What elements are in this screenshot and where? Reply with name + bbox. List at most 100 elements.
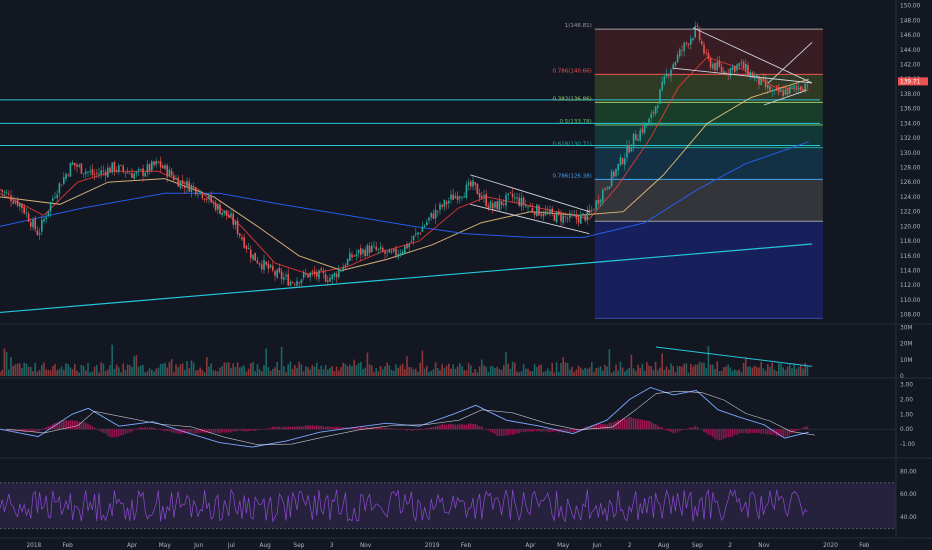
candle-body bbox=[536, 204, 538, 216]
candle-body bbox=[791, 86, 793, 88]
candle-body bbox=[329, 277, 331, 282]
candle-body bbox=[701, 41, 703, 45]
macd-histogram-bar bbox=[705, 429, 707, 433]
volume-bar bbox=[335, 366, 338, 376]
volume-bar bbox=[751, 367, 754, 376]
macd-histogram-bar bbox=[797, 429, 800, 431]
candle-body bbox=[21, 203, 23, 209]
macd-histogram-bar bbox=[410, 429, 413, 431]
volume-bar bbox=[791, 368, 793, 376]
candle-body bbox=[181, 180, 184, 185]
rsi-line bbox=[0, 488, 808, 523]
time-tick-label: 2019 bbox=[425, 543, 440, 549]
volume-bar bbox=[63, 370, 65, 376]
volume-bar bbox=[225, 362, 228, 376]
horizontal-lines[interactable] bbox=[0, 99, 820, 146]
volume-bar bbox=[681, 366, 683, 376]
volume-bar bbox=[531, 371, 534, 376]
volume-bar bbox=[329, 367, 331, 376]
macd-histogram-bar bbox=[43, 428, 45, 430]
macd-histogram-bar bbox=[511, 429, 514, 435]
volume-bar bbox=[349, 364, 351, 376]
price-axis[interactable]: 108.00 110.00 112.00 114.00 116.00 118.00 120.… bbox=[898, 4, 928, 521]
candle-body bbox=[419, 233, 421, 234]
macd-histogram-bar bbox=[327, 426, 329, 430]
pattern-lines[interactable] bbox=[470, 27, 813, 235]
volume-bar bbox=[25, 363, 28, 376]
macd-histogram-bar bbox=[441, 424, 443, 430]
candle-body bbox=[806, 85, 809, 87]
volume-bar bbox=[401, 363, 404, 376]
candle-body bbox=[230, 213, 232, 217]
candle-body bbox=[291, 282, 294, 284]
volume-bar bbox=[617, 370, 619, 376]
volume-bar bbox=[564, 362, 567, 376]
fib-level-label: 0.5(133.78) bbox=[559, 119, 591, 125]
time-tick-label: Jun bbox=[591, 543, 601, 549]
volume-bar bbox=[107, 369, 109, 376]
candle-body bbox=[406, 243, 408, 249]
volume-bar bbox=[71, 369, 74, 376]
macd-histogram-bar bbox=[280, 427, 283, 430]
candle-body bbox=[426, 222, 428, 226]
pattern-trendline[interactable] bbox=[692, 27, 813, 84]
volume-bar bbox=[131, 366, 133, 376]
pattern-trendline[interactable] bbox=[763, 89, 807, 106]
macd-histogram-bar bbox=[690, 427, 692, 430]
rsi-band bbox=[0, 482, 896, 529]
macd-histogram-bar bbox=[201, 429, 204, 433]
macd-histogram-bar bbox=[657, 425, 659, 430]
pattern-trendline[interactable] bbox=[470, 203, 590, 235]
volume-bar bbox=[272, 368, 274, 376]
volume-bar bbox=[34, 362, 36, 376]
time-axis[interactable]: 2018 Feb Apr May Jun Jul Aug Sep 3 Nov 2019 Feb Apr M… bbox=[26, 543, 869, 549]
candle-body bbox=[168, 169, 171, 177]
candle-body bbox=[91, 169, 94, 175]
candle-body bbox=[540, 214, 542, 216]
macd-histogram-bar bbox=[408, 429, 410, 431]
volume-bar bbox=[124, 369, 127, 376]
support-trendline[interactable] bbox=[0, 243, 813, 314]
pattern-trendline[interactable] bbox=[470, 174, 590, 213]
candle-body bbox=[723, 71, 725, 74]
trendlines[interactable] bbox=[0, 243, 813, 314]
time-tick-label: Sep bbox=[294, 543, 305, 549]
macd-histogram-bar bbox=[793, 429, 795, 433]
macd-histogram-bar bbox=[602, 424, 604, 430]
macd-histogram-bar bbox=[745, 429, 747, 434]
macd-histogram-bar bbox=[67, 420, 69, 430]
macd-histogram-bar bbox=[544, 429, 547, 432]
volume-bar bbox=[470, 365, 472, 376]
candle-body bbox=[672, 64, 674, 69]
macd-histogram-bar bbox=[437, 425, 439, 430]
candle-body bbox=[511, 193, 514, 198]
fibonacci-retracement[interactable] bbox=[594, 28, 823, 319]
macd-histogram-bar bbox=[115, 429, 118, 438]
volume-bar bbox=[707, 346, 710, 376]
volume-bar bbox=[153, 371, 155, 376]
macd-histogram-bar bbox=[571, 429, 573, 432]
candle-body bbox=[272, 265, 274, 271]
pattern-trendline[interactable] bbox=[768, 42, 813, 84]
price-tick-label: 132.00 bbox=[900, 136, 921, 142]
candle-body bbox=[25, 212, 28, 214]
candle-body bbox=[749, 72, 751, 77]
macd-histogram-bar bbox=[536, 429, 538, 432]
macd-histogram-bar bbox=[206, 429, 208, 433]
candle-body bbox=[298, 282, 300, 284]
macd-histogram-bar bbox=[56, 422, 58, 430]
candle-body bbox=[252, 254, 254, 260]
volume-bar bbox=[767, 364, 769, 376]
macd-histogram-bar bbox=[27, 429, 30, 432]
price-tick-label: 150.00 bbox=[900, 4, 921, 10]
volume-bar bbox=[146, 371, 149, 376]
volume-bar bbox=[668, 369, 670, 376]
macd-histogram-bar bbox=[749, 429, 751, 434]
candle-body bbox=[3, 191, 6, 193]
pattern-trendline[interactable] bbox=[673, 67, 813, 84]
volume-bar bbox=[652, 370, 655, 376]
macd-histogram-bar bbox=[322, 426, 325, 430]
candle-body bbox=[351, 254, 353, 258]
